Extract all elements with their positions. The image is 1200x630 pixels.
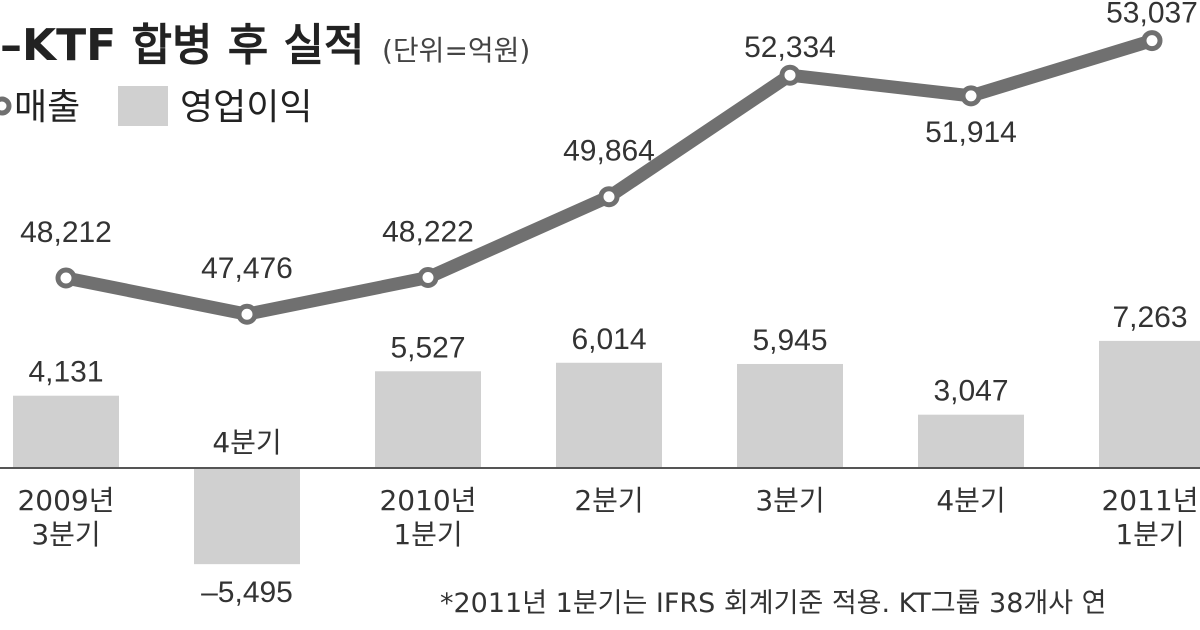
chart-title: –KTF 합병 후 실적 (0, 20, 365, 71)
bar-value-label: –5,495 (201, 576, 293, 609)
category-label: 1분기 (1115, 518, 1184, 551)
bar (556, 362, 662, 468)
footnote: *2011년 1분기는 IFRS 회계기준 적용. KT그룹 38개사 연 (440, 588, 1107, 619)
legend: 매출 영업이익 (0, 86, 312, 128)
bar (1099, 340, 1200, 468)
category-label: 2분기 (574, 484, 643, 517)
legend-profit-swatch (118, 86, 168, 126)
legend-item-operating-profit: 영업이익 (118, 86, 312, 128)
bar-value-label: 5,945 (752, 324, 827, 357)
legend-revenue-label: 매출 (14, 87, 80, 128)
bar (737, 363, 843, 468)
category-label: 4분기 (212, 426, 281, 459)
bar-value-label: 7,263 (1112, 301, 1187, 334)
line-value-label: 52,334 (744, 31, 836, 64)
line-point (960, 85, 982, 107)
category-label: 2011년 (1101, 484, 1198, 517)
bar (918, 414, 1024, 468)
line-value-label: 51,914 (925, 116, 1017, 149)
bar (375, 371, 481, 468)
line-point (236, 303, 258, 325)
line-point (598, 186, 620, 208)
data-labels: 48,212 47,476 48,222 49,864 52,334 51,914 53,0… (20, 0, 1198, 609)
chart-header: –KTF 합병 후 실적 (단위=억원) (0, 20, 530, 71)
line-point (1141, 30, 1163, 52)
category-label: 2010년 (379, 484, 476, 517)
legend-profit-label: 영업이익 (180, 87, 312, 128)
category-label: 4분기 (936, 484, 1005, 517)
line-value-label: 49,864 (563, 135, 655, 168)
bar-value-label: 5,527 (390, 331, 465, 364)
line-value-label: 47,476 (201, 252, 293, 285)
legend-item-revenue: 매출 (0, 87, 80, 128)
bar (194, 468, 300, 565)
legend-revenue-marker (0, 96, 12, 116)
unit-label: (단위=억원) (382, 34, 530, 67)
category-label: 2009년 (17, 484, 114, 517)
line-series (55, 30, 1163, 325)
line-value-label: 53,037 (1106, 0, 1198, 30)
line-value-label: 48,212 (20, 216, 112, 249)
category-label: 1분기 (393, 518, 462, 551)
line-value-label: 48,222 (382, 216, 474, 249)
category-label: 3분기 (31, 518, 100, 551)
bar (13, 395, 119, 468)
bar-series (13, 340, 1200, 565)
category-label: 3분기 (755, 484, 824, 517)
line-point (417, 267, 439, 289)
bar-value-label: 3,047 (933, 375, 1008, 408)
bar-value-label: 4,131 (28, 356, 103, 389)
bar-value-label: 6,014 (571, 323, 646, 356)
line-point (779, 64, 801, 86)
line-point (55, 267, 77, 289)
